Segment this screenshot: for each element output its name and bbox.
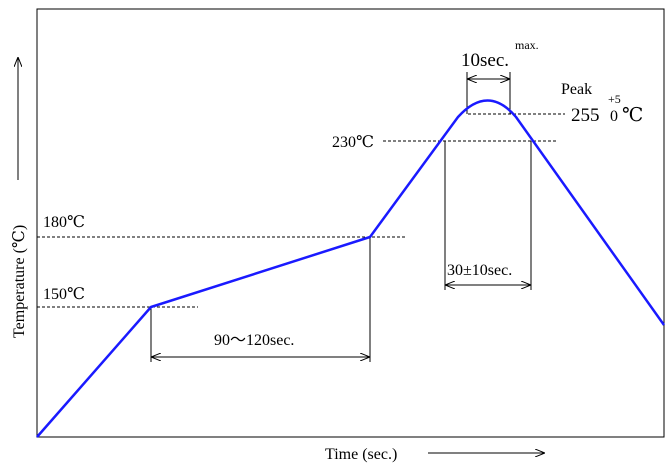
temperature-profile-curve	[36, 99, 665, 438]
peak-time-max-label: max.	[515, 38, 539, 52]
y-axis-label: Temperature (℃)	[11, 225, 28, 338]
peak-time-label: 10sec.	[461, 50, 509, 71]
peak-tol-minus-label: 0	[610, 108, 618, 125]
preheat-time-label: 90～120sec.	[214, 332, 294, 349]
label-150: 150℃	[43, 286, 85, 303]
plot-frame	[36, 8, 665, 438]
above230-time-label: 30±10sec.	[447, 262, 512, 279]
peak-unit-label: ℃	[622, 105, 643, 126]
label-230: 230℃	[332, 134, 374, 151]
peak-word-label: Peak	[561, 81, 592, 98]
x-axis-label: Time (sec.)	[325, 446, 397, 463]
peak-value-label: 255	[571, 105, 600, 126]
peak-tol-plus-label: +5	[608, 92, 621, 106]
label-180: 180℃	[43, 214, 85, 231]
